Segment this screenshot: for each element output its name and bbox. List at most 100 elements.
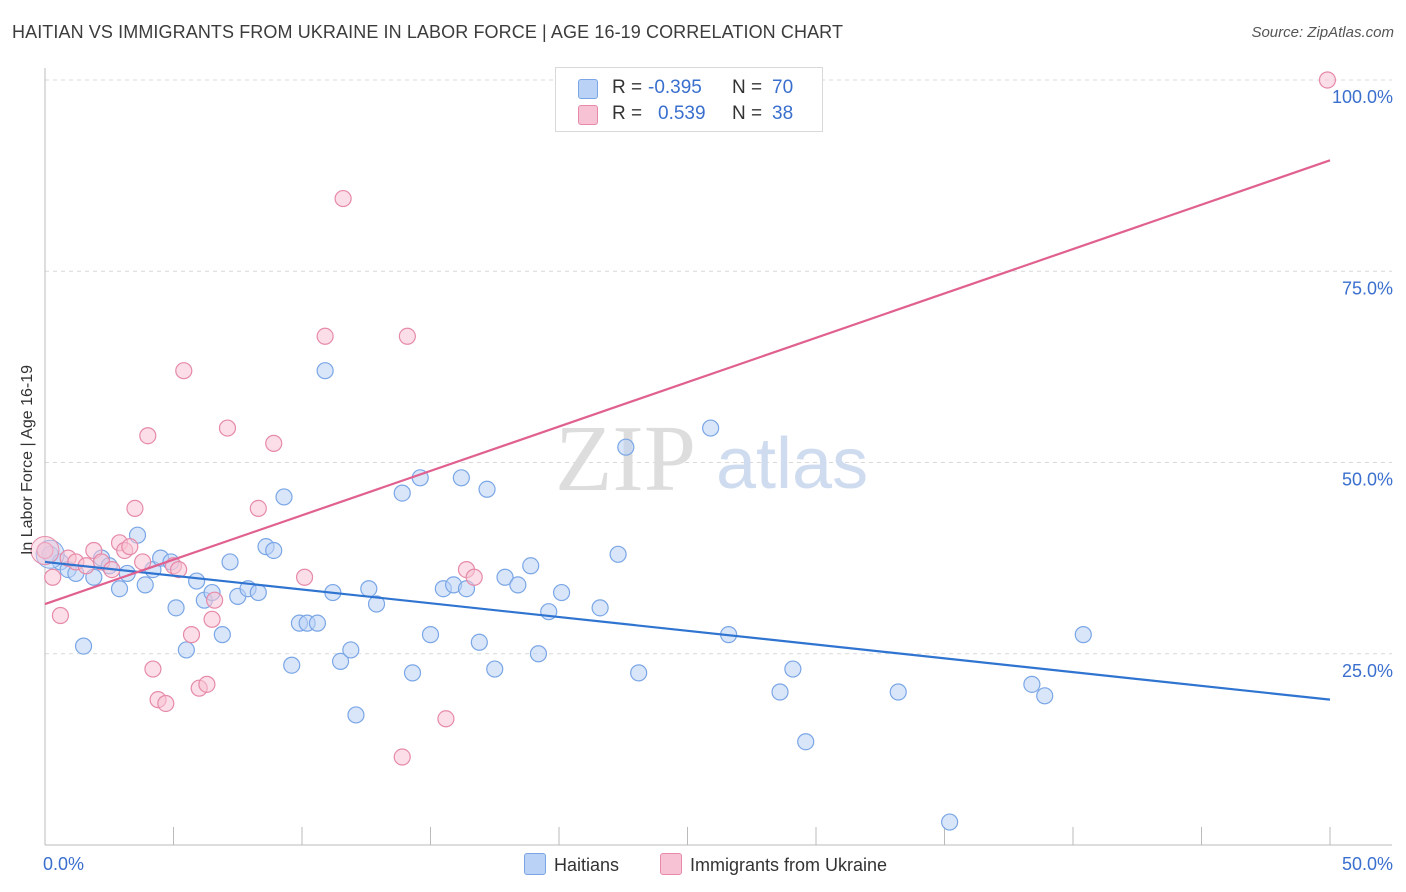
data-point bbox=[275, 488, 293, 506]
legend-swatch-pink bbox=[578, 105, 598, 125]
data-point-cluster bbox=[30, 535, 60, 565]
data-point bbox=[360, 580, 378, 598]
data-point bbox=[316, 362, 334, 380]
data-point bbox=[509, 576, 527, 594]
haitians-points bbox=[35, 362, 1092, 831]
data-point bbox=[609, 545, 627, 563]
data-point bbox=[213, 626, 231, 644]
data-point bbox=[889, 683, 907, 701]
data-point bbox=[144, 660, 162, 678]
legend-r-label: R = bbox=[612, 103, 643, 124]
legend-r-value: -0.395 bbox=[648, 77, 702, 98]
data-point bbox=[334, 189, 352, 208]
watermark: ZIP atlas bbox=[555, 407, 868, 511]
data-point bbox=[175, 362, 193, 380]
data-point bbox=[44, 568, 62, 586]
data-point bbox=[1074, 626, 1092, 644]
y-tick-label: 100.0% bbox=[1332, 87, 1393, 107]
data-point bbox=[331, 652, 350, 671]
data-point bbox=[393, 484, 411, 502]
y-axis-title: In Labor Force | Age 16-19 bbox=[19, 364, 36, 556]
legend-swatch-blue bbox=[578, 79, 598, 99]
stats-legend: R = -0.395 N = 70 R = 0.539 N = 38 bbox=[555, 67, 823, 132]
data-point bbox=[529, 645, 548, 663]
y-tick-label: 75.0% bbox=[1342, 278, 1393, 298]
data-point bbox=[51, 606, 70, 625]
data-point bbox=[486, 660, 504, 678]
haitians-trend-line bbox=[44, 560, 1331, 701]
data-point bbox=[157, 694, 175, 713]
data-point bbox=[283, 656, 301, 674]
data-point bbox=[121, 538, 139, 556]
data-point bbox=[139, 427, 157, 445]
legend-n-value: 70 bbox=[772, 77, 794, 98]
data-point bbox=[295, 568, 314, 586]
data-point bbox=[206, 591, 224, 609]
data-point bbox=[110, 580, 129, 598]
source-credit: Source: ZipAtlas.com bbox=[1251, 24, 1394, 41]
data-point bbox=[36, 541, 54, 560]
data-point bbox=[308, 614, 327, 632]
data-point bbox=[182, 626, 201, 644]
legend-n-label: N = bbox=[732, 77, 763, 98]
series-name-haitians: Haitians bbox=[554, 855, 620, 875]
data-point bbox=[218, 419, 237, 437]
data-point bbox=[198, 675, 216, 693]
data-point bbox=[203, 610, 221, 628]
series-swatch-pink bbox=[660, 853, 682, 875]
data-point bbox=[249, 583, 267, 602]
data-point bbox=[342, 641, 360, 659]
data-point bbox=[617, 438, 635, 456]
legend-n-value: 38 bbox=[772, 103, 794, 124]
data-point bbox=[136, 576, 154, 594]
ukraine-points bbox=[30, 71, 1337, 766]
data-point bbox=[797, 733, 815, 751]
data-point bbox=[941, 813, 959, 831]
chart-title: HAITIAN VS IMMIGRANTS FROM UKRAINE IN LA… bbox=[12, 22, 844, 42]
data-point bbox=[1023, 675, 1041, 693]
series-legend-haitians: Haitians bbox=[524, 853, 619, 876]
data-point bbox=[552, 583, 571, 602]
series-swatch-blue bbox=[524, 853, 546, 875]
data-point bbox=[630, 664, 648, 682]
series-name-ukraine: Immigrants from Ukraine bbox=[690, 855, 888, 875]
data-point bbox=[188, 572, 206, 590]
gridlines bbox=[45, 79, 1392, 655]
data-point bbox=[403, 664, 422, 682]
data-point bbox=[452, 469, 470, 487]
trend-lines bbox=[44, 159, 1331, 701]
data-point bbox=[496, 568, 514, 586]
data-point bbox=[771, 683, 789, 701]
data-point bbox=[367, 595, 386, 613]
data-point bbox=[398, 327, 416, 345]
tick-labels: 25.0% 50.0% 75.0% 100.0% 0.0% 50.0% bbox=[43, 87, 1393, 874]
data-point bbox=[167, 599, 185, 617]
data-point bbox=[470, 633, 488, 651]
data-point bbox=[437, 710, 455, 728]
data-point bbox=[784, 660, 802, 678]
data-point bbox=[74, 637, 93, 655]
data-point bbox=[1036, 687, 1054, 705]
y-tick-label: 25.0% bbox=[1342, 661, 1393, 681]
legend-n-label: N = bbox=[732, 103, 763, 124]
data-point bbox=[393, 748, 411, 766]
data-point bbox=[316, 327, 334, 345]
data-point bbox=[591, 599, 609, 617]
watermark-atlas: atlas bbox=[716, 424, 868, 504]
data-point bbox=[522, 557, 540, 575]
x-tick-label: 50.0% bbox=[1342, 854, 1393, 874]
ukraine-trend-line bbox=[44, 159, 1331, 606]
data-point bbox=[347, 706, 365, 724]
data-point bbox=[126, 499, 144, 517]
data-point bbox=[702, 419, 720, 437]
axes bbox=[44, 68, 1392, 846]
data-point bbox=[249, 499, 267, 517]
data-point bbox=[265, 434, 283, 452]
data-point bbox=[478, 480, 496, 498]
y-tick-label: 50.0% bbox=[1342, 470, 1393, 490]
watermark-zip: ZIP bbox=[555, 407, 696, 511]
series-legend-ukraine: Immigrants from Ukraine bbox=[660, 853, 887, 876]
data-point bbox=[1318, 71, 1337, 89]
data-point bbox=[421, 626, 440, 644]
